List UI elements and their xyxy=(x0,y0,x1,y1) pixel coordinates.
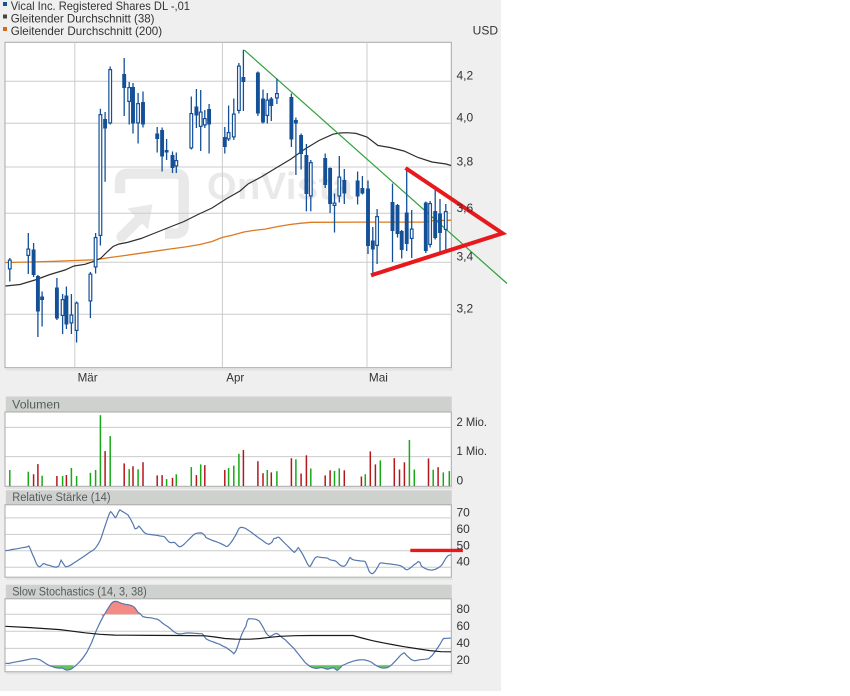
svg-text:Gleitender Durchschnitt (38): Gleitender Durchschnitt (38) xyxy=(11,12,155,26)
svg-text:70: 70 xyxy=(457,505,471,519)
svg-text:40: 40 xyxy=(457,555,471,569)
svg-text:4,2: 4,2 xyxy=(457,69,474,83)
svg-text:80: 80 xyxy=(457,602,471,616)
svg-text:Mai: Mai xyxy=(369,371,388,385)
svg-text:2 Mio.: 2 Mio. xyxy=(457,415,488,429)
svg-text:3,2: 3,2 xyxy=(457,302,474,316)
svg-text:0: 0 xyxy=(457,473,464,487)
svg-text:20: 20 xyxy=(457,653,471,667)
svg-text:60: 60 xyxy=(457,522,471,536)
svg-text:USD: USD xyxy=(473,24,499,38)
svg-text:3,8: 3,8 xyxy=(457,155,474,169)
svg-text:4,0: 4,0 xyxy=(457,111,474,125)
svg-text:60: 60 xyxy=(457,619,471,633)
svg-text:Vical Inc. Registered Shares D: Vical Inc. Registered Shares DL -,01 xyxy=(11,0,191,13)
svg-text:3,6: 3,6 xyxy=(457,201,474,215)
svg-text:3,4: 3,4 xyxy=(457,250,474,264)
svg-text:40: 40 xyxy=(457,636,471,650)
svg-text:Slow Stochastics (14, 3, 38): Slow Stochastics (14, 3, 38) xyxy=(12,586,147,598)
svg-text:Apr: Apr xyxy=(226,371,244,385)
svg-text:50: 50 xyxy=(457,538,471,552)
svg-text:Mär: Mär xyxy=(78,371,98,385)
svg-text:1 Mio.: 1 Mio. xyxy=(457,444,488,458)
svg-text:Gleitender Durchschnitt (200): Gleitender Durchschnitt (200) xyxy=(11,24,162,38)
svg-text:Relative Stärke (14): Relative Stärke (14) xyxy=(12,492,111,504)
svg-text:Volumen: Volumen xyxy=(12,399,60,411)
